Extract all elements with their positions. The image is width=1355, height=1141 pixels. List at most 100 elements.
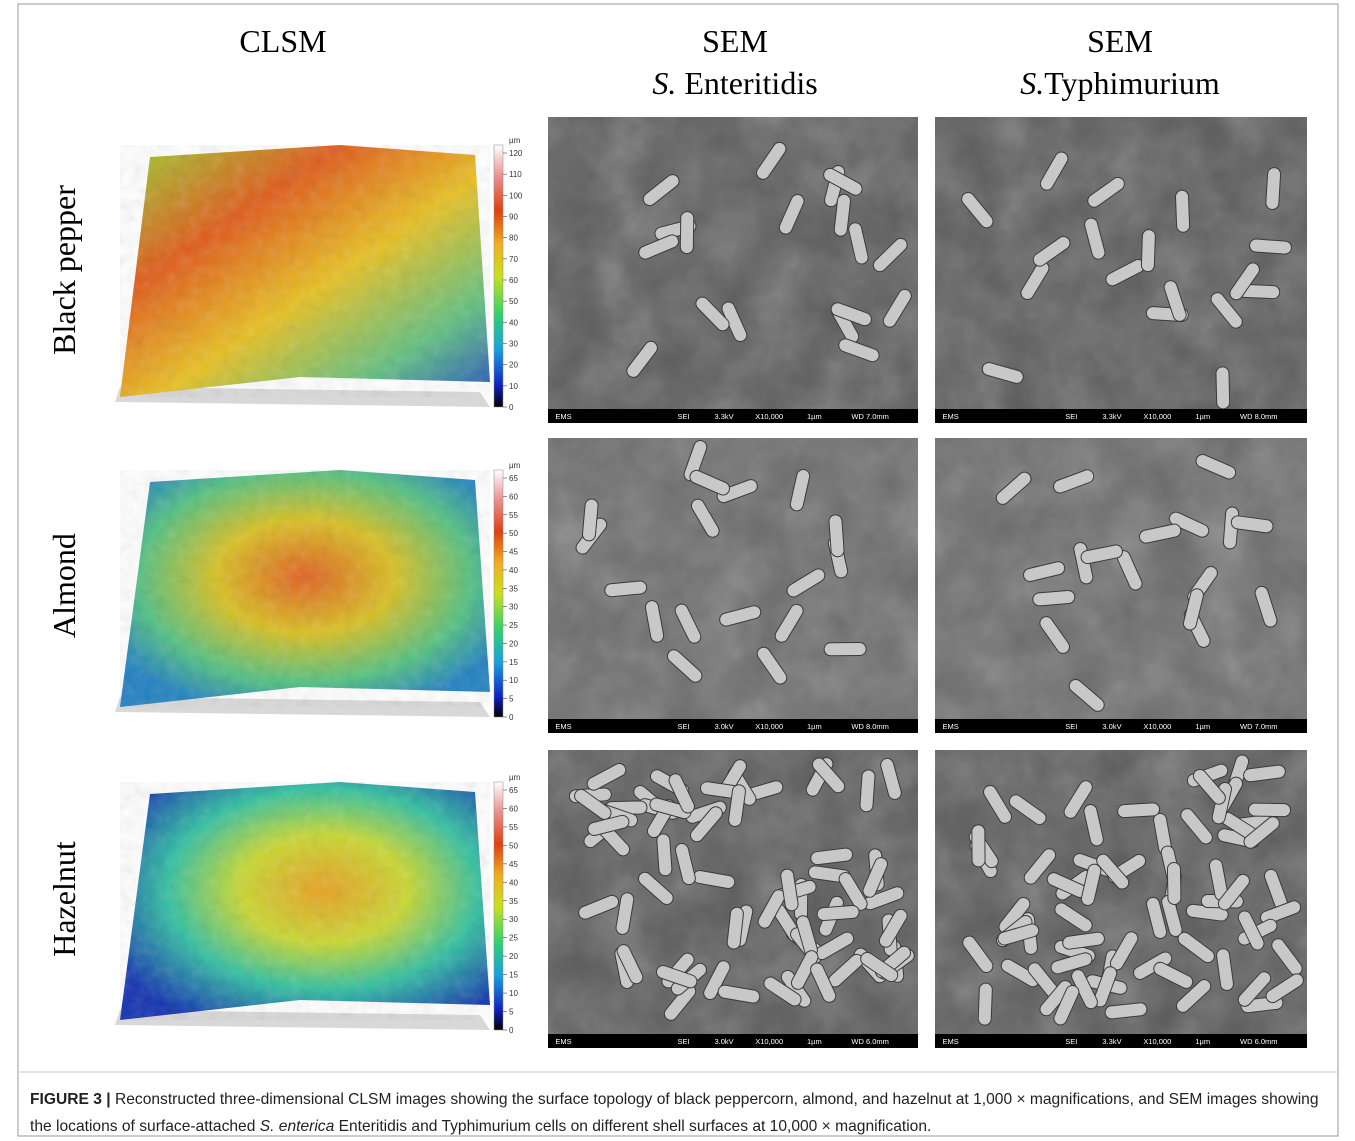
page-body: CLSMSEMS. EnteritidisSEMS.TyphimuriumBla… (0, 0, 1355, 1141)
bacterium (1117, 803, 1160, 818)
bacterium (972, 825, 985, 867)
subtitle-text: Typhimurium (1044, 65, 1220, 101)
color-bar-tick-label: 40 (509, 878, 518, 887)
clsm-image (115, 782, 490, 1030)
sem-info-text: X10,000 (1143, 722, 1171, 731)
sem-info-text: SEI (1065, 1037, 1077, 1046)
sem-info-text: 1µm (807, 412, 822, 421)
color-bar-tick-label: 15 (509, 658, 518, 667)
color-bar-tick-label: 30 (509, 340, 518, 349)
color-bar-tick-label: 25 (509, 621, 518, 630)
color-bar: µm05101520253035404550556065 (494, 773, 521, 1035)
subtitle-text: Enteritidis (676, 65, 817, 101)
color-bar-tick-label: 100 (509, 191, 523, 200)
color-bar: µm05101520253035404550556065 (494, 461, 521, 722)
color-bar-tick-label: 55 (509, 511, 518, 520)
sem-info-text: 3.3kV (1102, 1037, 1121, 1046)
color-bar-tick-label: 50 (509, 297, 518, 306)
caption-label: FIGURE 3 | (30, 1091, 111, 1108)
subtitle-italic: S. (1020, 65, 1044, 101)
sem-info-text: SEI (678, 1037, 690, 1046)
color-bar-unit: µm (509, 461, 521, 470)
bacterium (680, 212, 694, 254)
sem-info-text: EMS (942, 1037, 958, 1046)
color-bar-unit: µm (509, 136, 521, 145)
color-bar-tick-label: 35 (509, 584, 518, 593)
color-bar-scale (494, 470, 503, 717)
bacterium (1248, 803, 1290, 817)
bacterium (1216, 367, 1230, 409)
sem-info-text: EMS (942, 722, 958, 731)
sem-info-text: SEI (678, 412, 690, 421)
sem-info-text: X10,000 (755, 412, 783, 421)
bacterium (1141, 229, 1155, 271)
sem-info-text: EMS (555, 1037, 571, 1046)
color-bar-tick-label: 40 (509, 318, 518, 327)
row-label: Almond (46, 533, 82, 638)
row-label: Black pepper (46, 185, 82, 355)
color-bar-tick-label: 45 (509, 548, 518, 557)
clsm-image (115, 145, 490, 407)
caption-italic: S. enterica (260, 1118, 335, 1135)
color-bar-tick-label: 5 (509, 1008, 514, 1017)
column-subtitle: S.Typhimurium (1020, 65, 1220, 101)
sem-info-text: 3.3kV (1102, 412, 1121, 421)
bacterium (1175, 190, 1190, 232)
sem-image: EMS SEI 3.0kV X10,000 1µm WD 6.0mm (548, 750, 918, 1048)
column-title: SEM (702, 23, 768, 59)
color-bar-tick-label: 5 (509, 695, 514, 704)
color-bar-tick-label: 60 (509, 804, 518, 813)
sem-info-text: WD 7.0mm (851, 412, 889, 421)
bacterium (829, 514, 845, 557)
sem-info-text: X10,000 (755, 722, 783, 731)
sem-info-text: SEI (1065, 722, 1077, 731)
color-bar-tick-label: 110 (509, 170, 522, 179)
sem-info-text: WD 8.0mm (851, 722, 889, 731)
subtitle-italic: S. (652, 65, 676, 101)
color-bar-tick-label: 50 (509, 841, 518, 850)
bacterium (1167, 862, 1181, 904)
sem-image: EMSSEI3.0kVX10,0001µmWD 8.0mm (548, 438, 918, 733)
color-bar-tick-label: 0 (509, 1026, 514, 1035)
sem-info-text: WD 6.0mm (851, 1037, 889, 1046)
bacterium (860, 769, 876, 812)
color-bar-tick-label: 30 (509, 915, 518, 924)
sem-info-text: X10,000 (1143, 412, 1171, 421)
sem-info-text: EMS (942, 412, 958, 421)
sem-info-text: 1µm (1195, 722, 1210, 731)
sem-info-text: X10,000 (755, 1037, 783, 1046)
sem-info-text: SEI (678, 722, 690, 731)
sem-info-text: 3.3kV (715, 412, 734, 421)
sem-info-text: 3.0kV (715, 1037, 734, 1046)
clsm-texture (120, 470, 490, 707)
column-title: SEM (1087, 23, 1153, 59)
color-bar-tick-label: 20 (509, 952, 518, 961)
color-bar-tick-label: 80 (509, 234, 518, 243)
clsm-image (115, 470, 490, 717)
color-bar-tick-label: 60 (509, 492, 518, 501)
color-bar-tick-label: 20 (509, 639, 518, 648)
color-bar-tick-label: 0 (509, 403, 514, 412)
color-bar-tick-label: 0 (509, 713, 514, 722)
color-bar-tick-label: 65 (509, 474, 518, 483)
sem-info-text: EMS (555, 722, 571, 731)
bacterium (1032, 590, 1075, 606)
sem-info-text: 1µm (807, 1037, 822, 1046)
sem-info-text: 1µm (1195, 412, 1210, 421)
color-bar-tick-label: 40 (509, 566, 518, 575)
sem-info-text: WD 6.0mm (1240, 1037, 1278, 1046)
color-bar-tick-label: 120 (509, 149, 523, 158)
color-bar-tick-label: 90 (509, 213, 518, 222)
sem-texture (548, 438, 918, 733)
figure: CLSMSEMS. EnteritidisSEMS.TyphimuriumBla… (0, 0, 1355, 1141)
sem-texture (935, 438, 1307, 733)
bacterium (656, 833, 672, 876)
bacterium (817, 905, 860, 921)
sem-info-text: 3.0kV (1102, 722, 1121, 731)
color-bar-tick-label: 35 (509, 897, 518, 906)
page: Figure 3 {"columns": [ {"title": "CLSM"}… (0, 0, 1355, 1141)
sem-info-text: 3.0kV (715, 722, 734, 731)
